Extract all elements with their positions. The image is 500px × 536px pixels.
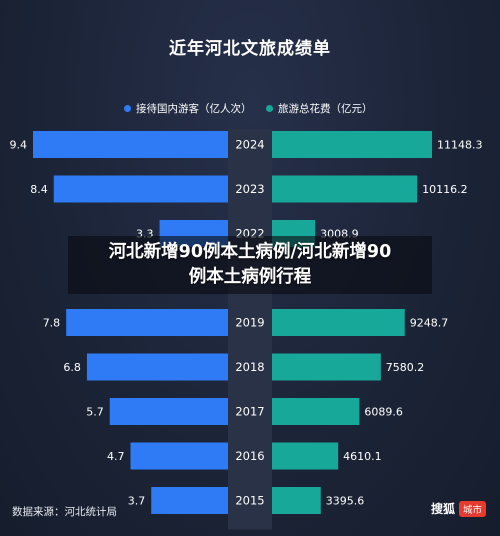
label-visitors-2017: 5.7 [86,406,104,419]
bar-spending-2019 [272,309,405,336]
label-spending-2018: 7580.2 [386,361,425,374]
label-spending-2015: 3395.6 [326,495,365,508]
headline-line-2: 例本土病例行程 [188,267,312,287]
bar-visitors-2024 [33,131,228,158]
label-visitors-2018: 6.8 [63,361,81,374]
legend: 接待国内游客（亿人次） 旅游总花费（亿元） [0,101,500,117]
bar-visitors-2018 [86,353,228,381]
bar-spending-2016 [272,442,339,470]
year-label-2018: 2018 [235,360,264,374]
year-label-2015: 2015 [235,494,264,508]
legend-item-visitors: 接待国内游客（亿人次） [124,101,252,116]
label-visitors-2024: 9.4 [10,139,28,152]
brand-badge: 城市 [458,500,486,517]
year-label-2017: 2017 [235,405,264,419]
year-label-2019: 2019 [235,316,264,330]
year-label-2016: 2016 [235,449,264,463]
label-visitors-2015: 3.7 [128,495,146,508]
brand-logo[interactable]: 搜狐 城市 [431,500,486,517]
bar-spending-2023 [272,175,418,203]
label-spending-2016: 4610.1 [343,450,382,463]
headline-line-1: 河北新增90例本土病例/河北新增90 [108,242,392,262]
bar-spending-2017 [272,398,360,425]
legend-dot-visitors-icon [124,105,131,112]
year-label-2024: 2024 [235,138,264,152]
chart-title: 近年河北文旅成绩单 [169,39,331,59]
bar-visitors-2019 [66,309,228,336]
year-label-2023: 2023 [235,182,264,196]
label-spending-2019: 9248.7 [410,317,449,330]
legend-dot-spending-icon [266,105,273,112]
label-visitors-2023: 8.4 [30,183,48,196]
label-visitors-2019: 7.8 [43,317,61,330]
data-source: 数据来源：河北统计局 [12,506,117,518]
headline-text[interactable]: 河北新增90例本土病例/河北新增90 例本土病例行程 [56,240,444,290]
legend-item-spending: 旅游总花费（亿元） [266,101,373,116]
label-spending-2017: 6089.6 [364,406,403,419]
bar-visitors-2017 [109,398,228,425]
headline-overlay [68,236,432,294]
year-column-bg [228,129,272,530]
bar-spending-2015 [272,487,321,514]
bar-spending-2024 [272,131,432,158]
label-visitors-2016: 4.7 [107,450,125,463]
bar-visitors-2023 [53,175,228,203]
brand-name: 搜狐 [430,502,455,516]
legend-label-spending: 旅游总花费（亿元） [278,103,373,115]
bar-spending-2018 [272,353,381,381]
bar-visitors-2015 [151,487,228,514]
legend-label-visitors: 接待国内游客（亿人次） [136,103,252,115]
bar-visitors-2016 [130,442,228,470]
label-spending-2023: 10116.2 [422,183,468,196]
label-spending-2024: 11148.3 [437,139,483,152]
